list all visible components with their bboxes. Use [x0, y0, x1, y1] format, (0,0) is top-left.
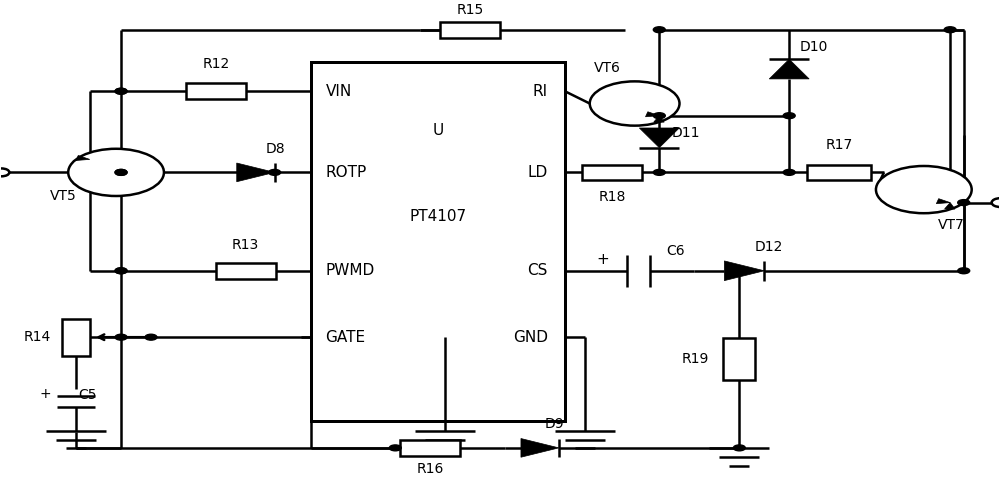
Text: GND: GND — [513, 330, 548, 345]
Text: D12: D12 — [754, 240, 783, 254]
Text: VT6: VT6 — [594, 61, 621, 75]
Polygon shape — [654, 116, 664, 122]
Polygon shape — [237, 163, 275, 182]
Text: VT5: VT5 — [50, 189, 77, 203]
Polygon shape — [724, 261, 764, 281]
Text: R19: R19 — [682, 352, 709, 367]
Text: R15: R15 — [456, 3, 484, 17]
Text: PT4107: PT4107 — [410, 209, 467, 224]
Bar — [723, 338, 755, 380]
Polygon shape — [76, 155, 90, 161]
Text: +: + — [40, 387, 51, 401]
Circle shape — [733, 445, 745, 451]
Bar — [311, 62, 565, 421]
Circle shape — [653, 27, 665, 33]
Text: CS: CS — [527, 263, 548, 278]
Text: D9: D9 — [545, 417, 564, 431]
Text: C5: C5 — [78, 388, 97, 402]
Text: LD: LD — [528, 165, 548, 180]
Text: R14: R14 — [24, 330, 51, 344]
Circle shape — [115, 170, 127, 175]
Circle shape — [783, 170, 795, 175]
Circle shape — [653, 113, 665, 119]
Circle shape — [992, 198, 1000, 207]
Circle shape — [958, 199, 970, 205]
Text: D8: D8 — [266, 142, 285, 156]
Text: R16: R16 — [417, 462, 444, 476]
Text: R12: R12 — [202, 57, 229, 71]
Text: VIN: VIN — [325, 84, 352, 99]
Polygon shape — [639, 128, 679, 148]
Circle shape — [115, 170, 127, 175]
Text: +: + — [596, 252, 609, 267]
Bar — [440, 22, 500, 38]
Circle shape — [68, 149, 164, 196]
Text: U: U — [433, 123, 444, 138]
Circle shape — [115, 88, 127, 94]
Circle shape — [876, 166, 972, 213]
Polygon shape — [936, 199, 950, 204]
Bar — [400, 440, 460, 456]
Circle shape — [145, 334, 157, 340]
Circle shape — [115, 268, 127, 274]
Polygon shape — [769, 59, 809, 79]
Text: VT7: VT7 — [938, 218, 965, 232]
Bar — [216, 263, 276, 279]
Text: PWMD: PWMD — [325, 263, 375, 278]
Bar — [186, 83, 246, 99]
Text: RI: RI — [533, 84, 548, 99]
Circle shape — [783, 113, 795, 119]
Circle shape — [115, 334, 127, 340]
Bar — [582, 165, 642, 180]
Polygon shape — [646, 112, 659, 117]
Circle shape — [389, 445, 401, 451]
Circle shape — [0, 169, 9, 176]
Text: R13: R13 — [232, 238, 259, 252]
Text: R18: R18 — [598, 190, 626, 204]
Text: GATE: GATE — [325, 330, 366, 345]
Bar — [62, 319, 90, 356]
Circle shape — [115, 88, 127, 94]
Circle shape — [115, 268, 127, 274]
Polygon shape — [521, 438, 559, 457]
Circle shape — [653, 170, 665, 175]
Circle shape — [269, 170, 281, 175]
Circle shape — [944, 27, 956, 33]
Circle shape — [958, 268, 970, 274]
Bar — [807, 165, 871, 180]
Text: R17: R17 — [825, 138, 853, 152]
Text: D10: D10 — [799, 40, 828, 54]
Circle shape — [590, 81, 680, 125]
Text: C6: C6 — [667, 244, 685, 258]
Text: D11: D11 — [671, 126, 700, 140]
Polygon shape — [945, 202, 955, 209]
Text: ROTP: ROTP — [325, 165, 367, 180]
